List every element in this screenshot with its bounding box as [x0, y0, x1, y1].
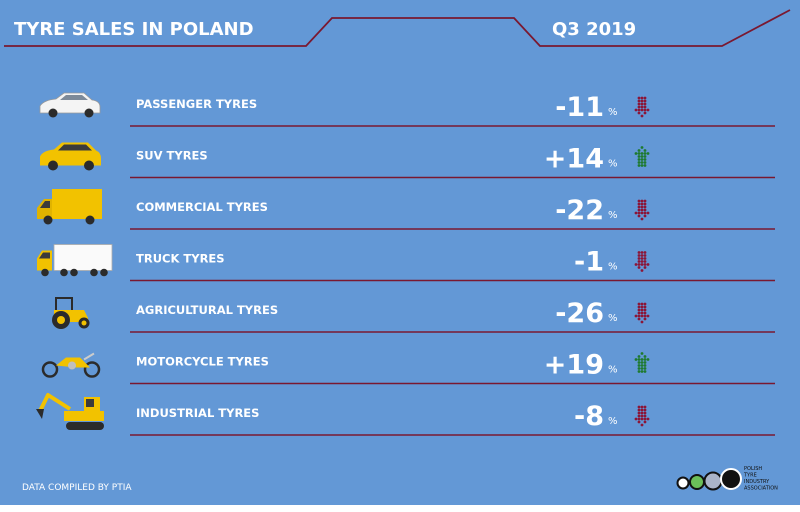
- unit-label: %: [608, 159, 618, 170]
- logo-circle-2: [689, 474, 705, 490]
- table-row: SUV TYRES +14%: [40, 142, 775, 179]
- van-icon: [37, 189, 102, 225]
- value-label: -22: [555, 195, 604, 226]
- value-label: -1: [574, 247, 604, 278]
- table-row: PASSENGER TYRES -11%: [39, 92, 775, 127]
- table-row: MOTORCYCLE TYRES +19%: [41, 350, 775, 385]
- logo-text-line: ASSOCIATION: [744, 486, 778, 492]
- logo-text-line: POLISH: [744, 466, 762, 472]
- down-arrow-icon: [634, 96, 650, 118]
- category-label: AGRICULTURAL TYRES: [136, 303, 278, 317]
- table-row: AGRICULTURAL TYRES -26%: [52, 297, 775, 333]
- down-arrow-icon: [634, 199, 650, 221]
- logo-circle-4: [720, 468, 742, 490]
- logo-circle-3: [703, 471, 723, 491]
- table-row: COMMERCIAL TYRES -22%: [37, 189, 775, 230]
- unit-label: %: [608, 416, 618, 427]
- rows-group: PASSENGER TYRES -11 %SUV TYRES +14 %COMMERCI…: [36, 92, 775, 436]
- chart-title: TYRE SALES IN POLAND: [14, 19, 254, 40]
- value-label: -26: [555, 298, 604, 329]
- value-label: +19: [544, 350, 604, 381]
- category-label: PASSENGER TYRES: [136, 97, 257, 111]
- header-frame-line: [4, 9, 791, 47]
- category-label: COMMERCIAL TYRES: [136, 200, 268, 214]
- suv-icon: [40, 142, 101, 171]
- value-label: -11: [555, 92, 604, 123]
- unit-label: %: [608, 107, 618, 118]
- down-arrow-icon: [634, 405, 650, 427]
- logo-text-line: INDUSTRY: [744, 479, 770, 485]
- table-row: TRUCK TYRES -1%: [37, 244, 775, 282]
- tractor-icon: [52, 297, 90, 329]
- logo-circle-1: [676, 476, 690, 490]
- unit-label: %: [608, 210, 618, 221]
- logo-text-line: TYRE: [743, 473, 757, 479]
- category-label: INDUSTRIAL TYRES: [136, 406, 259, 420]
- category-label: SUV TYRES: [136, 149, 208, 163]
- category-label: MOTORCYCLE TYRES: [136, 355, 269, 369]
- table-row: INDUSTRIAL TYRES -8%: [36, 393, 775, 436]
- footer-credit: DATA COMPILED BY PTIA: [22, 483, 132, 493]
- up-arrow-icon: [634, 352, 650, 373]
- category-label: TRUCK TYRES: [136, 252, 225, 266]
- excavator-icon: [36, 393, 104, 430]
- down-arrow-icon: [634, 302, 650, 324]
- unit-label: %: [608, 313, 618, 324]
- value-label: +14: [544, 144, 604, 175]
- unit-label: %: [608, 365, 618, 376]
- value-label: -8: [574, 401, 604, 432]
- up-arrow-icon: [634, 146, 650, 167]
- unit-label: %: [608, 262, 618, 273]
- motorcycle-icon: [41, 352, 101, 378]
- down-arrow-icon: [634, 251, 650, 272]
- car-icon: [39, 92, 101, 118]
- period-label: Q3 2019: [552, 19, 636, 40]
- truck-icon: [37, 244, 113, 277]
